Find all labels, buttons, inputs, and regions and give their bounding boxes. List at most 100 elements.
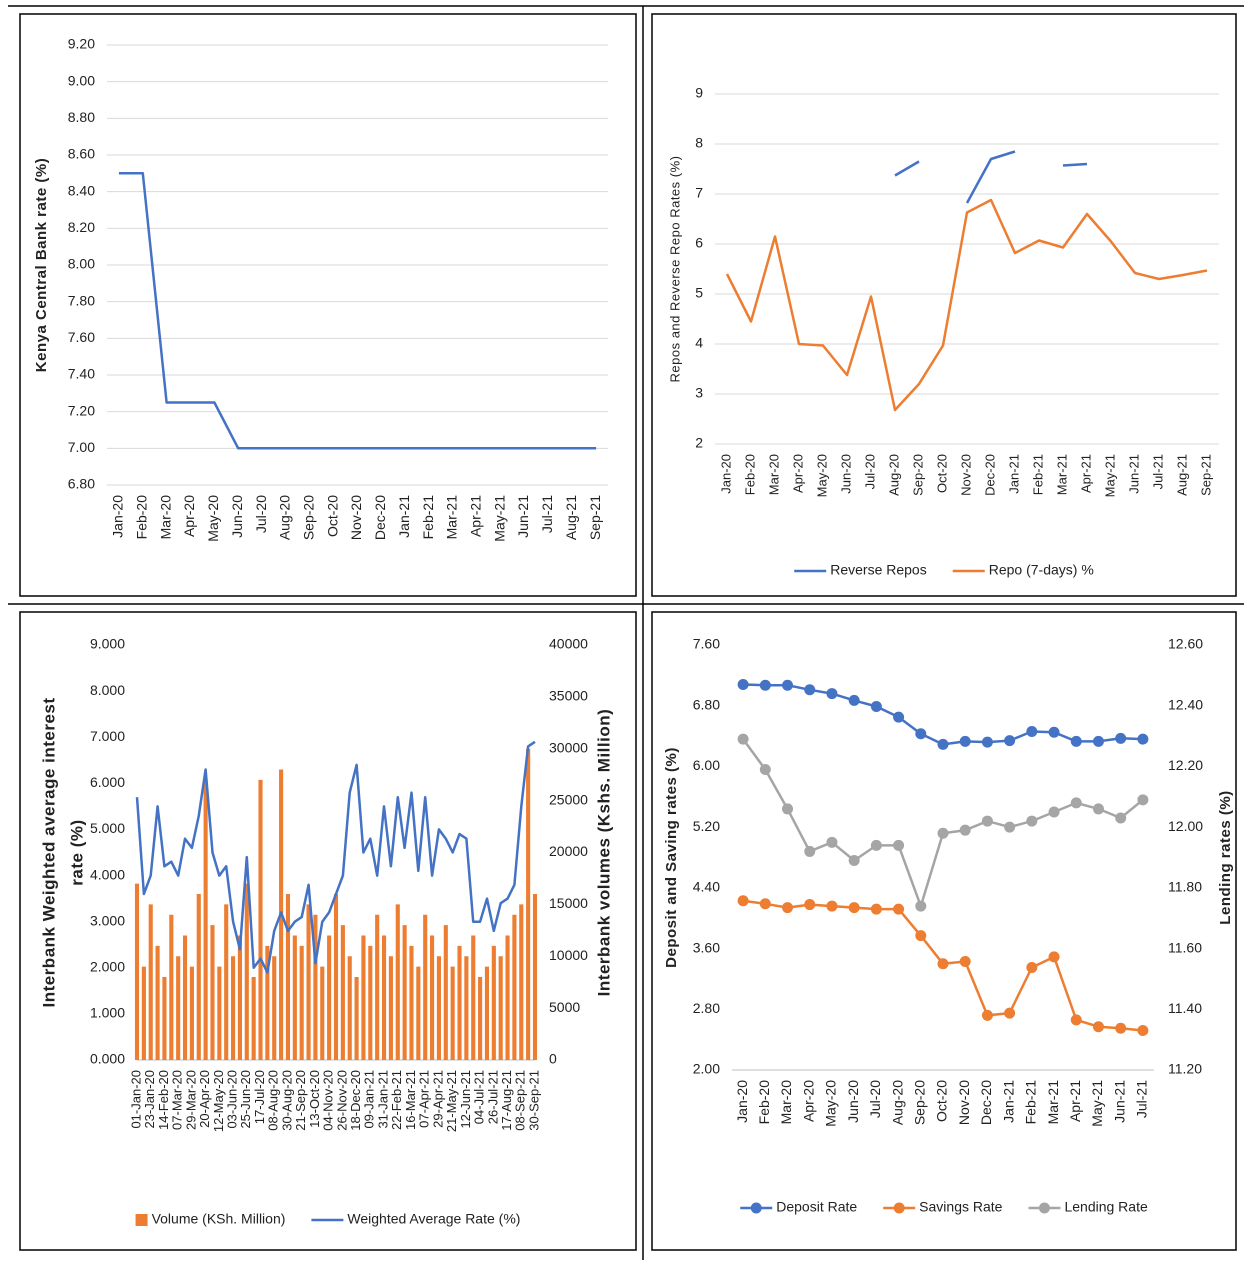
marker <box>1115 812 1127 824</box>
x-tick-label: Oct-20 <box>934 454 949 493</box>
marker <box>1137 733 1149 745</box>
x-tick-label: Jan-21 <box>1006 454 1021 494</box>
panel-frame <box>19 13 637 597</box>
bar <box>224 904 229 1060</box>
bar <box>409 945 414 1060</box>
x-tick-label: Jul-21 <box>1134 1080 1150 1118</box>
bar <box>237 935 242 1060</box>
y-tick-label: 4.000 <box>90 866 125 882</box>
bar <box>169 914 174 1060</box>
marker <box>981 815 993 827</box>
marker <box>1092 803 1104 815</box>
line <box>743 683 1143 746</box>
marker <box>915 728 927 740</box>
x-tick-label: 26-Jul-21 <box>485 1070 500 1124</box>
y-tick-label: 9.000 <box>90 636 125 652</box>
y-tick-label: 6 <box>695 235 703 251</box>
marker <box>826 900 838 912</box>
bar <box>471 935 476 1060</box>
x-tick-label: Dec-20 <box>982 454 997 496</box>
x-tick-label: 01-Jan-20 <box>128 1070 143 1129</box>
marker <box>1004 821 1016 833</box>
bar <box>306 904 311 1060</box>
bar <box>244 883 249 1060</box>
bar <box>416 966 421 1060</box>
x-tick-label: Apr-20 <box>181 495 197 537</box>
marker <box>782 902 794 914</box>
marker <box>759 898 771 910</box>
x-tick-label: Aug-21 <box>1174 454 1189 496</box>
marker <box>915 930 927 942</box>
x-tick-label: Jan-20 <box>734 1080 750 1123</box>
legend: Volume (KSh. Million) Weighted Average Ra… <box>135 1211 520 1227</box>
x-tick-label: Sep-21 <box>1198 454 1213 496</box>
marker <box>870 839 882 851</box>
y-tick-label: 8.00 <box>68 256 95 272</box>
legend-label: Savings Rate <box>919 1199 1002 1215</box>
marker <box>870 700 882 712</box>
bar <box>436 956 441 1060</box>
x-tick-label: 29-Apr-21 <box>430 1070 445 1128</box>
x-tick-label: Jun-20 <box>229 495 245 538</box>
bar <box>134 883 140 1060</box>
y-tick-label: 2.000 <box>90 958 125 974</box>
y2-tick-label: 35000 <box>549 688 588 704</box>
y-tick-label: 8.80 <box>68 109 95 125</box>
x-tick-label: Dec-20 <box>372 495 388 540</box>
y-tick-label: 3 <box>695 385 703 401</box>
bar <box>484 966 490 1060</box>
y-tick-label: 4.40 <box>693 879 720 895</box>
marker <box>959 735 971 747</box>
x-tick-label: 08-Aug-20 <box>266 1070 281 1131</box>
x-tick-label: 31-Jan-21 <box>375 1070 390 1129</box>
marker <box>937 738 949 750</box>
marker <box>804 845 816 857</box>
x-tick-label: 04-Jul-21 <box>472 1070 487 1124</box>
x-tick-label: Feb-21 <box>1023 1080 1039 1125</box>
x-tick-label: 23-Jan-20 <box>142 1070 157 1129</box>
bar <box>464 956 469 1060</box>
y2-tick-label: 11.20 <box>1168 1061 1202 1077</box>
marker <box>1004 1007 1016 1019</box>
x-tick-label: Jul-21 <box>539 495 555 533</box>
y-tick-label: 5.20 <box>693 818 720 834</box>
y2-tick-label: 30000 <box>549 739 588 755</box>
y-tick-label: 7.00 <box>68 439 95 455</box>
y-tick-label: 7.000 <box>90 728 125 744</box>
marker <box>737 678 749 690</box>
x-tick-label: Nov-20 <box>958 454 973 496</box>
marker <box>1070 1014 1082 1026</box>
x-tick-label: Apr-20 <box>790 454 805 493</box>
bar <box>498 956 503 1060</box>
y-tick-label: 5.000 <box>90 820 125 836</box>
x-tick-label: 21-May-21 <box>444 1070 459 1132</box>
y-tick-label: 5 <box>695 285 703 301</box>
x-tick-label: Jun-21 <box>1126 454 1141 494</box>
marker <box>1115 1022 1127 1034</box>
bar <box>388 956 393 1060</box>
marker <box>1070 797 1082 809</box>
bar <box>251 977 256 1060</box>
y2-tick-label: 12.00 <box>1168 818 1203 834</box>
bar <box>457 945 462 1060</box>
marker <box>959 955 971 967</box>
bar <box>231 956 236 1060</box>
y-tick-label: 2.80 <box>693 1000 720 1016</box>
marker <box>981 736 993 748</box>
x-tick-label: Mar-21 <box>1054 454 1069 495</box>
y-tick-label: 9 <box>695 85 703 101</box>
x-tick-label: May-20 <box>205 495 221 542</box>
x-tick-label: Feb-20 <box>742 454 757 495</box>
x-tick-label: 07-Apr-21 <box>417 1070 432 1128</box>
x-tick-label: Apr-20 <box>800 1080 816 1122</box>
legend-label: Repo (7-days) % <box>989 562 1094 578</box>
x-tick-label: 30-Aug-20 <box>279 1070 294 1131</box>
y-tick-label: 8.000 <box>90 682 125 698</box>
x-tick-label: 22-Feb-21 <box>389 1070 404 1130</box>
bar <box>155 945 160 1060</box>
marker <box>937 958 949 970</box>
x-tick-label: Aug-21 <box>563 495 579 540</box>
x-tick-label: 17-Aug-21 <box>499 1070 514 1131</box>
x-tick-label: Jul-20 <box>867 1080 883 1118</box>
bar <box>361 935 366 1060</box>
